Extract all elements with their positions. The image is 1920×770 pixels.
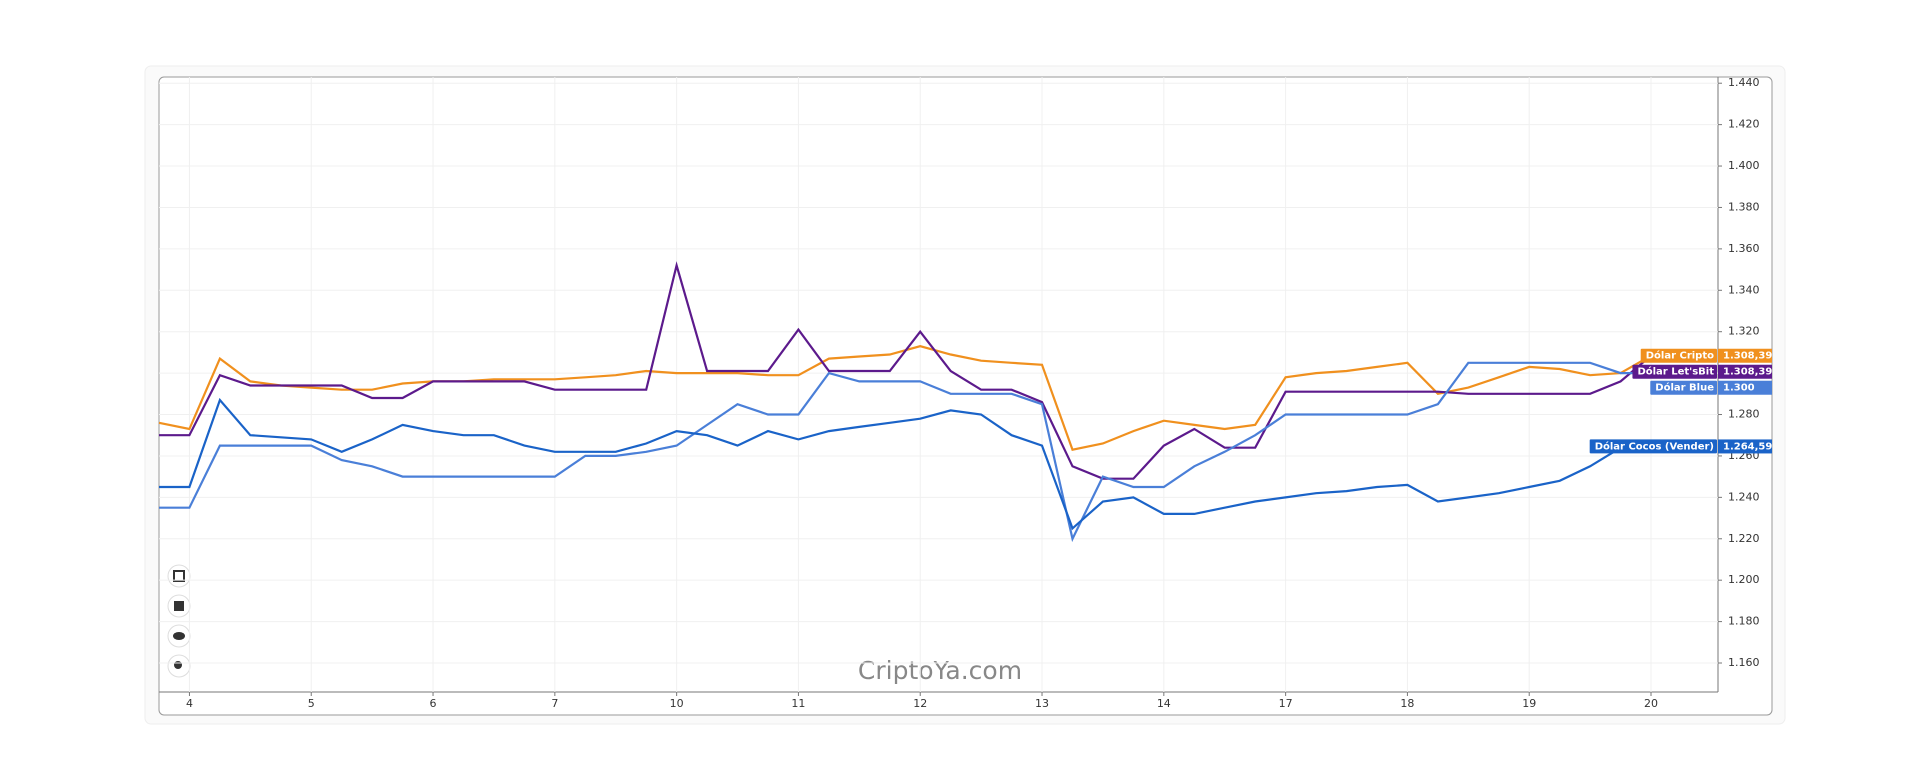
badge-bg: [1632, 364, 1717, 379]
value-badge-bg: [1718, 380, 1772, 395]
series-line: [159, 361, 1651, 543]
chart-frame: [158, 76, 1773, 716]
series-line: [159, 397, 1652, 531]
y-tick-label: 1.280: [1728, 408, 1760, 421]
icon: [173, 570, 185, 582]
badge-bg: [1650, 380, 1717, 395]
series-name: Dólar Blue: [1655, 382, 1714, 394]
y-tick-label: 1.180: [1728, 615, 1760, 628]
y-tick-label: 1.200: [1728, 573, 1760, 586]
y-tick-label: 1.320: [1728, 325, 1760, 338]
x-tick-label: 20: [1644, 697, 1658, 710]
end-badge: Dólar Cocos (Vender) 1.264,59: [1589, 439, 1772, 454]
value-badge-bg: [1718, 364, 1772, 379]
y-tick-label: 1.360: [1728, 242, 1760, 255]
series-name: Dólar Cocos (Vender): [1595, 440, 1714, 452]
y-tick-label: 1.420: [1728, 118, 1760, 131]
series-last-label: 1.264,59: [1723, 441, 1772, 452]
series-name: Dólar Cripto: [1646, 350, 1714, 362]
series-last-label: 1.308,39: [1723, 367, 1772, 378]
end-badge: Dólar Cripto 1.308,39: [1640, 348, 1772, 363]
series-name: Dólar Let'sBit: [1637, 366, 1714, 378]
y-tick-label: 1.220: [1728, 532, 1760, 545]
fullscreen-button[interactable]: [167, 564, 191, 588]
icon: [173, 632, 185, 640]
x-tick-label: 12: [913, 697, 927, 710]
x-tick-label: 10: [670, 697, 684, 710]
watermark: CriptoYa.com: [858, 656, 1022, 685]
series-last-label: 1.300: [1723, 383, 1755, 394]
y-tick-label: 1.400: [1728, 159, 1760, 172]
x-tick-label: 17: [1279, 697, 1293, 710]
x-tick-label: 13: [1035, 697, 1049, 710]
end-badge: Dólar Blue 1.300: [1650, 380, 1772, 395]
x-tick-label: 6: [430, 697, 437, 710]
x-tick-label: 4: [186, 697, 193, 710]
icon: [174, 661, 182, 669]
y-tick-label: 1.240: [1728, 490, 1760, 503]
x-tick-label: 18: [1400, 697, 1414, 710]
y-tick-label: 1.380: [1728, 200, 1760, 213]
x-tick-label: 5: [308, 697, 315, 710]
series-last-label: 1.308,39: [1723, 351, 1772, 362]
end-badge: Dólar Let'sBit 1.308,39: [1632, 364, 1772, 379]
x-tick-label: 11: [791, 697, 805, 710]
series-line: [159, 261, 1652, 480]
value-badge-bg: [1718, 439, 1772, 454]
plot: 1.1601.1801.2001.2201.2401.2601.2801.300…: [158, 76, 1772, 710]
y-tick-label: 1.340: [1728, 283, 1760, 296]
x-tick-label: 7: [551, 697, 558, 710]
x-tick-label: 14: [1157, 697, 1171, 710]
badge-bg: [1640, 348, 1717, 363]
badge-bg: [1589, 439, 1717, 454]
x-tick-label: 19: [1522, 697, 1536, 710]
icon: [174, 601, 184, 611]
y-tick-label: 1.440: [1728, 76, 1760, 89]
y-tick-label: 1.160: [1728, 656, 1760, 669]
value-badge-bg: [1718, 348, 1772, 363]
